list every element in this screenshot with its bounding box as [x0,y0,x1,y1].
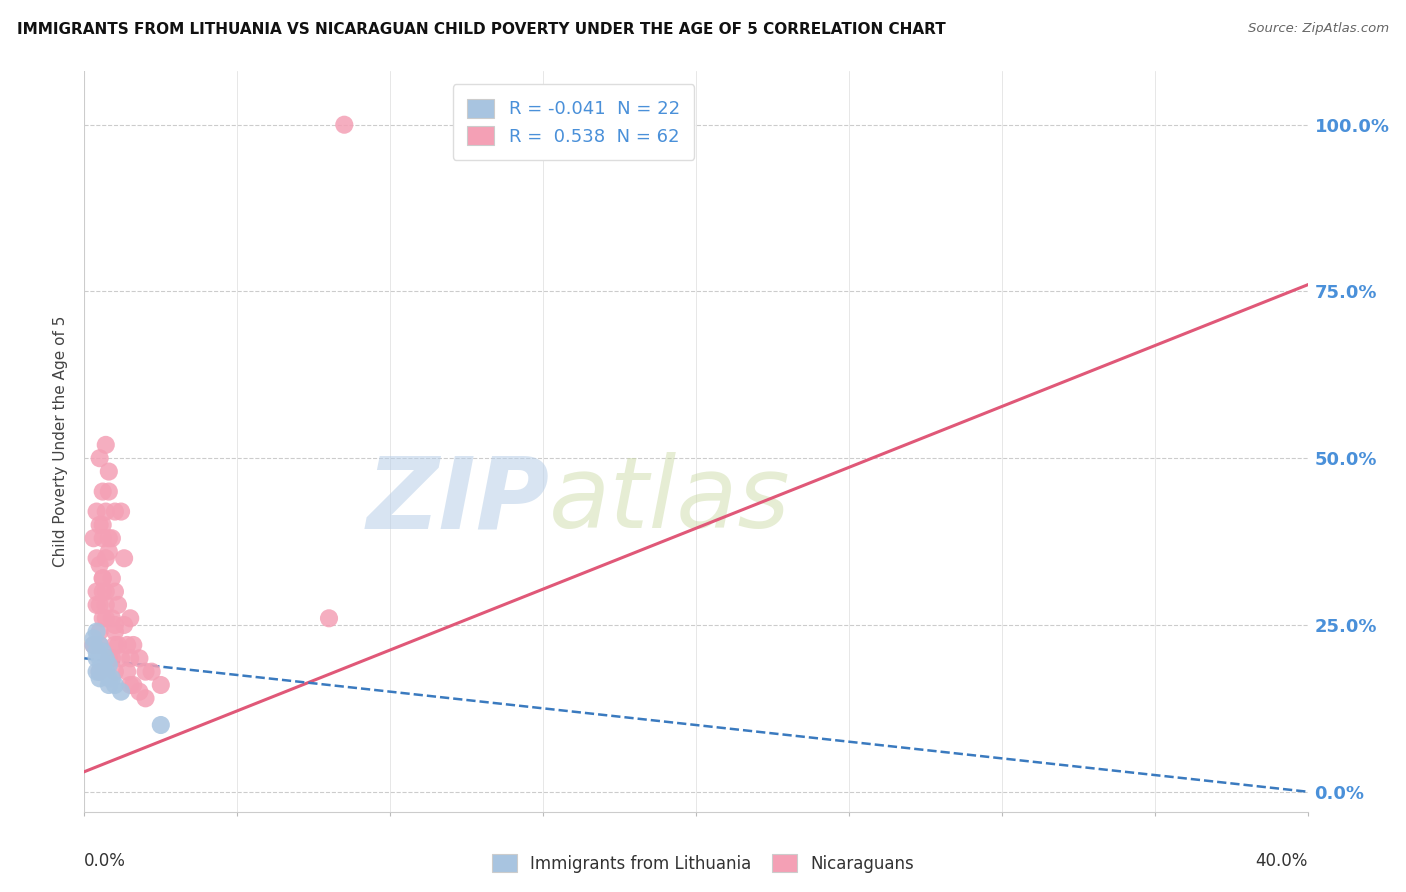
Point [333,118,356,132]
Point [120,678,142,692]
Point [115,638,138,652]
Point [110,505,132,519]
Point [149,678,172,692]
Point [89,638,111,652]
Point [86,645,108,659]
Point [115,665,138,679]
Point [89,517,111,532]
Point [89,651,111,665]
Point [91,584,114,599]
Point [94,438,117,452]
Text: IMMIGRANTS FROM LITHUANIA VS NICARAGUAN CHILD POVERTY UNDER THE AGE OF 5 CORRELA: IMMIGRANTS FROM LITHUANIA VS NICARAGUAN … [17,22,946,37]
Point [101,531,124,545]
Point [101,571,124,585]
Legend: R = -0.041  N = 22, R =  0.538  N = 62: R = -0.041 N = 22, R = 0.538 N = 62 [453,84,695,160]
Point [91,645,114,659]
Point [94,505,117,519]
Point [318,611,340,625]
Point [83,531,105,545]
Text: ZIP: ZIP [366,452,550,549]
Point [86,584,108,599]
Point [97,465,120,479]
Point [104,584,127,599]
Point [110,651,132,665]
Legend: Immigrants from Lithuania, Nicaraguans: Immigrants from Lithuania, Nicaraguans [485,847,921,880]
Point [104,624,127,639]
Point [86,598,108,612]
Point [97,671,120,685]
Point [104,638,127,652]
Point [86,665,108,679]
Point [101,611,124,625]
Point [94,665,117,679]
Point [122,638,145,652]
Point [97,657,120,672]
Point [89,624,111,639]
Point [135,691,157,706]
Point [104,505,127,519]
Point [112,551,135,566]
Point [89,638,111,652]
Point [89,665,111,679]
Point [83,638,105,652]
Point [86,505,108,519]
Point [91,517,114,532]
Point [110,684,132,698]
Point [94,551,117,566]
Point [120,611,142,625]
Point [91,571,114,585]
Point [89,558,111,572]
Point [141,665,163,679]
Text: atlas: atlas [550,452,790,549]
Point [91,657,114,672]
Point [104,665,127,679]
Point [86,551,108,566]
Text: Source: ZipAtlas.com: Source: ZipAtlas.com [1249,22,1389,36]
Point [91,484,114,499]
Point [135,665,157,679]
Point [91,657,114,672]
Point [89,598,111,612]
Point [91,611,114,625]
Point [128,651,150,665]
Point [97,484,120,499]
Point [107,598,129,612]
Point [91,531,114,545]
Point [149,718,172,732]
Point [104,618,127,632]
Point [97,544,120,558]
Point [128,684,150,698]
Point [89,451,111,466]
Point [89,665,111,679]
Point [104,678,127,692]
Y-axis label: Child Poverty Under the Age of 5: Child Poverty Under the Age of 5 [53,316,69,567]
Point [94,598,117,612]
Text: 40.0%: 40.0% [1256,853,1308,871]
Point [122,678,145,692]
Point [94,651,117,665]
Point [97,678,120,692]
Point [94,611,117,625]
Point [91,571,114,585]
Point [94,584,117,599]
Point [97,531,120,545]
Point [112,618,135,632]
Point [107,638,129,652]
Point [97,651,120,665]
Point [89,671,111,685]
Point [83,632,105,646]
Point [83,638,105,652]
Point [101,671,124,685]
Point [86,624,108,639]
Point [86,651,108,665]
Point [101,651,124,665]
Text: 0.0%: 0.0% [84,853,127,871]
Point [120,651,142,665]
